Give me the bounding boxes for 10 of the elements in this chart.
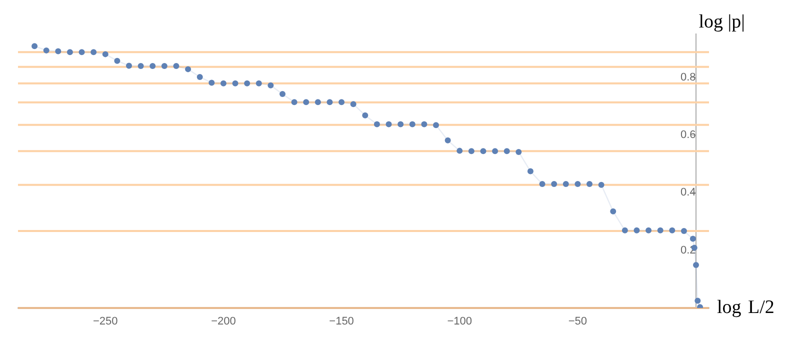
x-tick-label: −200 bbox=[211, 316, 236, 328]
y-axis-title: log |p| bbox=[698, 11, 745, 32]
x-tick-label: −50 bbox=[568, 316, 588, 328]
x-tick-label: −250 bbox=[92, 316, 118, 328]
y-tick-label: 0.8 bbox=[680, 71, 696, 84]
y-tick-label: 0.6 bbox=[680, 128, 696, 141]
x-axis-title: log L/2 bbox=[717, 296, 774, 318]
y-tick-label: 0.4 bbox=[680, 186, 696, 199]
x-tick-label: −150 bbox=[329, 316, 354, 328]
x-tick-label: −100 bbox=[447, 316, 472, 328]
